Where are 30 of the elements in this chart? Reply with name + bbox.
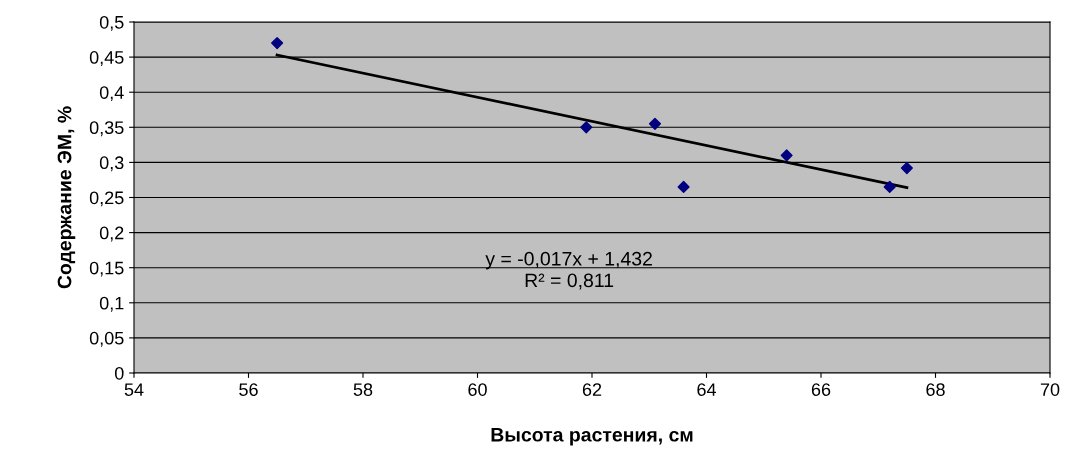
x-tick-label: 64: [697, 383, 717, 396]
y-tick-label: 0: [114, 366, 124, 380]
point: [780, 149, 793, 162]
y-tick-label: 0,25: [89, 191, 124, 207]
annotation: y = -0,017x + 1,432 R² = 0,811: [485, 251, 652, 290]
x-axis-title: Высота растения, см: [491, 428, 693, 446]
x-tick-label: 66: [811, 383, 831, 396]
point: [677, 180, 690, 194]
y-tick-label: 0,15: [89, 261, 124, 277]
point: [900, 161, 913, 175]
x-tick-label: 54: [124, 383, 144, 396]
x-tick-label: 58: [353, 383, 373, 396]
y-tick-label: 0,2: [99, 226, 124, 242]
x-tick-label: 70: [1040, 383, 1060, 396]
x-tick-label: 60: [468, 383, 487, 396]
x-tick-label: 62: [582, 383, 602, 396]
y-tick-label: 0,3: [99, 156, 124, 172]
y-tick-label: 0,4: [99, 86, 124, 102]
point: [648, 117, 662, 130]
y-tick-label: 0,05: [89, 331, 124, 347]
y-tick-label: 0,45: [89, 51, 124, 66]
point: [271, 36, 284, 50]
y-tick-label: 0,35: [89, 121, 124, 137]
y-tick-label: 0,5: [99, 15, 124, 31]
point: [883, 180, 896, 194]
y-tick-label: 0,1: [99, 296, 124, 312]
point: [580, 121, 593, 134]
x-tick-label: 68: [926, 383, 945, 396]
x-tick-label: 56: [239, 383, 258, 396]
y-axis-title: Содержание ЭМ, %: [57, 106, 76, 289]
